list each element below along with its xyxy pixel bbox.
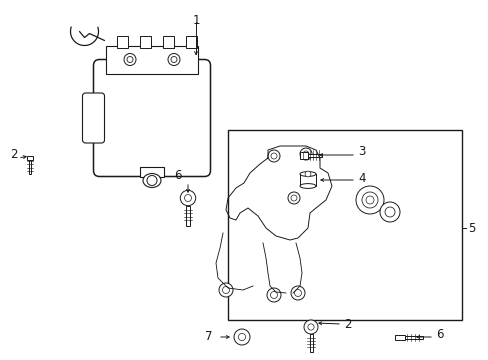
Bar <box>29 160 31 174</box>
Bar <box>394 334 404 339</box>
FancyBboxPatch shape <box>82 93 104 143</box>
Bar <box>227 130 461 320</box>
Text: 1: 1 <box>192 14 199 27</box>
Text: 7: 7 <box>204 330 212 343</box>
Bar <box>27 156 33 160</box>
Circle shape <box>361 192 377 208</box>
Bar <box>117 36 128 48</box>
Text: 3: 3 <box>357 144 365 158</box>
Circle shape <box>290 286 305 300</box>
Bar <box>186 206 189 225</box>
Text: 2: 2 <box>10 148 18 161</box>
Bar <box>299 152 307 158</box>
Text: 6: 6 <box>435 328 443 341</box>
Bar <box>140 166 163 176</box>
Circle shape <box>180 190 195 206</box>
Circle shape <box>238 333 245 341</box>
Circle shape <box>270 153 276 159</box>
Bar <box>105 45 198 73</box>
Bar <box>309 334 312 352</box>
Circle shape <box>290 195 296 201</box>
Bar <box>404 336 422 338</box>
Text: 5: 5 <box>467 221 474 234</box>
Text: 6: 6 <box>174 169 182 182</box>
Circle shape <box>365 196 373 204</box>
Circle shape <box>234 329 249 345</box>
Bar <box>186 36 197 48</box>
Circle shape <box>287 192 299 204</box>
Bar <box>307 153 321 157</box>
Circle shape <box>303 151 308 157</box>
Circle shape <box>219 283 232 297</box>
Bar <box>163 36 174 48</box>
Circle shape <box>222 287 229 293</box>
Bar <box>299 174 315 186</box>
Circle shape <box>168 54 180 66</box>
Circle shape <box>266 288 281 302</box>
Circle shape <box>305 171 310 177</box>
Circle shape <box>355 186 383 214</box>
Text: 2: 2 <box>343 318 351 330</box>
Circle shape <box>299 148 311 160</box>
Circle shape <box>184 194 191 202</box>
Circle shape <box>379 202 399 222</box>
Circle shape <box>124 54 136 66</box>
Ellipse shape <box>299 184 315 188</box>
Circle shape <box>384 207 394 217</box>
Circle shape <box>294 289 301 297</box>
FancyBboxPatch shape <box>93 59 210 176</box>
Circle shape <box>307 324 313 330</box>
Circle shape <box>171 57 177 63</box>
Circle shape <box>147 176 157 185</box>
Bar <box>140 36 151 48</box>
Ellipse shape <box>142 174 161 188</box>
Text: 4: 4 <box>357 171 365 185</box>
Circle shape <box>267 150 280 162</box>
Ellipse shape <box>299 172 315 176</box>
Circle shape <box>127 57 133 63</box>
Circle shape <box>270 292 277 298</box>
Circle shape <box>304 320 317 334</box>
